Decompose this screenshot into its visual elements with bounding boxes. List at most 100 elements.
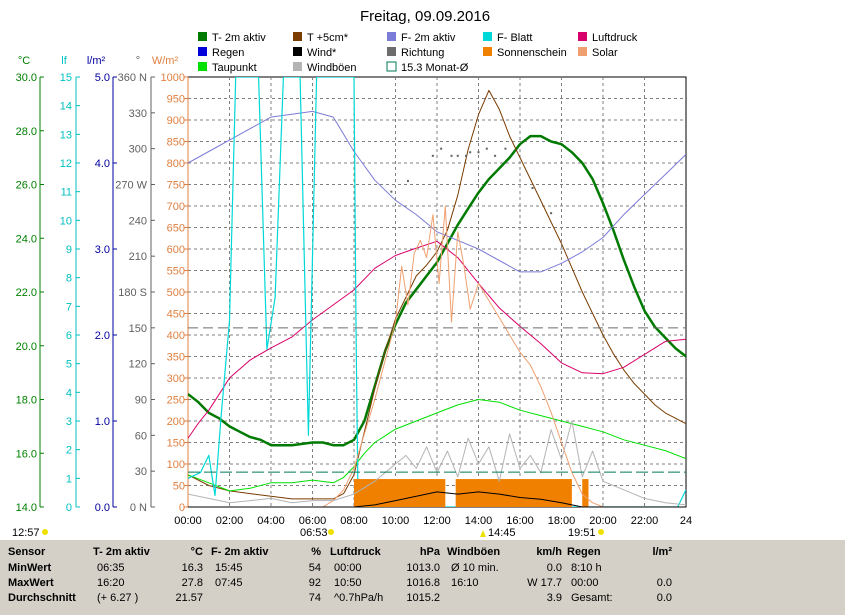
direction-point xyxy=(477,151,480,154)
stats-cell-value: 92 xyxy=(308,577,321,589)
lf-tick-label: 4 xyxy=(66,387,72,399)
solar-tick-label: 350 xyxy=(167,352,185,364)
series-line xyxy=(188,420,686,506)
sunset-label: 19:51 xyxy=(568,527,596,539)
solar-tick-label: 100 xyxy=(167,459,185,471)
sunshine-bar xyxy=(455,479,572,507)
stats-cell-value: 0.0 xyxy=(546,562,562,574)
lf-axis-unit: lf xyxy=(61,55,67,67)
legend-label: Solar xyxy=(592,47,618,59)
rain-tick-label: 2.0 xyxy=(95,330,110,342)
stats-cell-value: W 17.7 xyxy=(527,577,562,589)
stats-header: F- 2m aktiv% xyxy=(211,546,321,561)
temp-tick-label: 22.0 xyxy=(16,287,37,299)
dir-tick-label: 150 xyxy=(129,323,147,335)
temp-tick-label: 16.0 xyxy=(16,448,37,460)
rain-tick-label: 3.0 xyxy=(95,244,110,256)
stats-cell-value: 1016.8 xyxy=(406,577,440,589)
stats-header-name: F- 2m aktiv xyxy=(211,546,269,558)
legend-swatch xyxy=(483,47,492,56)
chart-axes: 00:00 02:00 04:00 06:00 08:00 10:00 12:00 14:00… xyxy=(16,55,693,527)
temp-tick-label: 14.0 xyxy=(16,502,37,514)
dir-axis-unit: ° xyxy=(136,55,140,67)
stats-row: 16:20 27.8 xyxy=(93,577,203,592)
stats-header-unit: hPa xyxy=(419,546,440,558)
stats-row-label: MaxWert xyxy=(8,577,54,589)
dir-tick-label: 30 xyxy=(135,466,147,478)
legend-swatch xyxy=(387,32,396,41)
lf-tick-label: 10 xyxy=(60,215,72,227)
legend-swatch xyxy=(293,47,302,56)
solar-tick-label: 400 xyxy=(167,330,185,342)
series-line xyxy=(188,77,686,507)
stats-row: (+ 6.27 ) 21.57 xyxy=(93,592,203,607)
stats-header-name: Sensor xyxy=(8,546,46,558)
solar-tick-label: 900 xyxy=(167,115,185,127)
temp-tick-label: 26.0 xyxy=(16,180,37,192)
stats-header-unit: °C xyxy=(190,546,203,558)
lf-tick-label: 13 xyxy=(60,129,72,141)
stats-header-name: T- 2m aktiv xyxy=(93,546,150,558)
stats-row: 00:00 0.0 xyxy=(567,577,672,592)
stats-cell-value: 54 xyxy=(308,562,321,574)
solar-noon-label: 14:45 xyxy=(488,527,516,539)
legend-label: Windböen xyxy=(307,62,357,74)
x-tick-label: 16:00 xyxy=(506,515,534,527)
stats-header-name: Windböen xyxy=(447,546,501,558)
series-line xyxy=(188,89,686,500)
stats-row: 00:00 1013.0 xyxy=(330,562,440,577)
legend-label: Taupunkt xyxy=(212,62,257,74)
stats-cell-value: 0.0 xyxy=(656,577,672,589)
stats-cell-time: 15:45 xyxy=(215,562,243,574)
x-tick-label: 12:00 xyxy=(423,515,451,527)
stats-cell-time: (+ 6.27 ) xyxy=(97,592,139,604)
stats-row: 10:50 1016.8 xyxy=(330,577,440,592)
stats-cell-value: 1015.2 xyxy=(406,592,440,604)
plot-area xyxy=(188,77,686,507)
solar-tick-label: 700 xyxy=(167,201,185,213)
stats-column: Sensor MinWert MaxWert Durchschnitt xyxy=(8,540,88,615)
stats-header-unit: km/h xyxy=(536,546,562,558)
sunset-dot xyxy=(598,529,604,535)
dir-tick-label: 180 S xyxy=(118,287,147,299)
solar-tick-label: 950 xyxy=(167,94,185,106)
stats-row: Gesamt: 0.0 xyxy=(567,592,672,607)
chart-title: Freitag, 09.09.2016 xyxy=(360,8,490,25)
temp-tick-label: 18.0 xyxy=(16,395,37,407)
stats-table: Sensor MinWert MaxWert Durchschnitt T- 2m ak… xyxy=(0,540,845,615)
lf-tick-label: 0 xyxy=(66,502,72,514)
stats-header: Sensor xyxy=(8,546,88,561)
temp-axis-unit: °C xyxy=(18,55,30,67)
solar-noon-marker xyxy=(480,530,486,537)
stats-row: ^0.7hPa/h 1015.2 xyxy=(330,592,440,607)
series-line xyxy=(188,205,686,507)
solar-tick-label: 150 xyxy=(167,438,185,450)
chart-legend: T- 2m aktiv T +5cm* F- 2m aktiv F- Blatt Luf… xyxy=(198,32,638,74)
series-line xyxy=(188,399,686,492)
solar-tick-label: 500 xyxy=(167,287,185,299)
stats-column: T- 2m aktiv °C 06:35 16.3 16:20 27.8 (+ 6.27 )… xyxy=(93,540,203,615)
lf-tick-label: 3 xyxy=(66,416,72,428)
stats-cell-time: 16:20 xyxy=(97,577,125,589)
sun-marker-dot xyxy=(42,529,48,535)
solar-tick-label: 850 xyxy=(167,137,185,149)
legend-label: 15.3 Monat-Ø xyxy=(401,62,469,74)
lf-tick-label: 1 xyxy=(66,473,72,485)
left-time-label: 12:57 xyxy=(12,527,40,539)
direction-point xyxy=(390,190,393,193)
stats-header-unit: l/m² xyxy=(652,546,672,558)
legend-swatch xyxy=(293,32,302,41)
legend-label: T- 2m aktiv xyxy=(212,32,266,44)
solar-tick-label: 250 xyxy=(167,395,185,407)
direction-point xyxy=(456,154,459,157)
direction-point xyxy=(494,154,497,157)
stats-cell-value: 21.57 xyxy=(175,592,203,604)
stats-row: Durchschnitt xyxy=(8,592,88,607)
dir-tick-label: 360 N xyxy=(118,72,147,84)
direction-point xyxy=(531,187,534,190)
dir-tick-label: 60 xyxy=(135,430,147,442)
stats-cell-value: 27.8 xyxy=(181,577,203,589)
solar-tick-label: 1000 xyxy=(161,72,185,84)
direction-point xyxy=(469,151,472,154)
x-tick-label: 18:00 xyxy=(548,515,576,527)
